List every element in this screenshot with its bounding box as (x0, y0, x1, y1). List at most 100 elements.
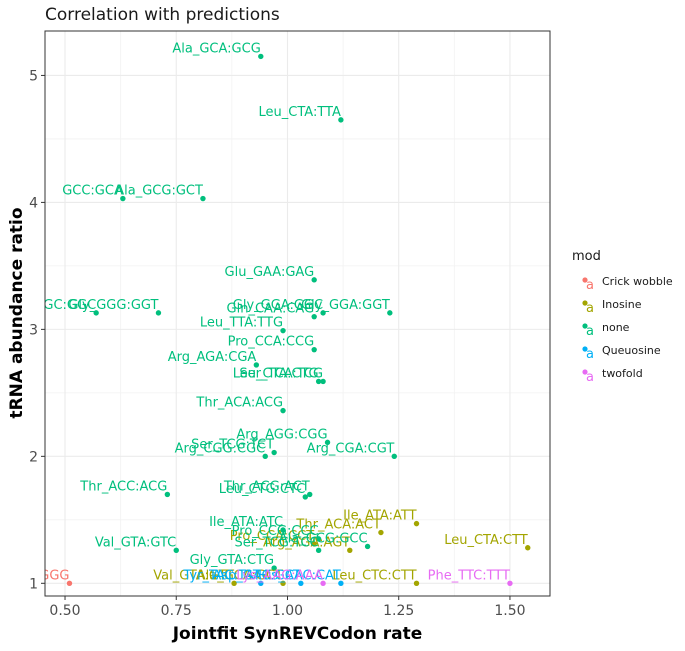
legend-label: Crick wobble (602, 275, 673, 288)
legend-label: Inosine (602, 298, 642, 311)
legend-key-point (582, 346, 588, 352)
scatter-point (338, 580, 344, 587)
scatter-point (507, 580, 513, 587)
scatter-point (391, 453, 397, 460)
point-label: Thr_ACA:ACG (195, 396, 283, 411)
point-label: Thr_ACG:ACT (223, 479, 310, 494)
scatter-point (253, 362, 260, 368)
point-label: Gly_GGA:GGT (301, 298, 390, 313)
scatter-point (364, 543, 371, 550)
y-tick-label: 2 (29, 449, 38, 465)
legend-key-point (582, 300, 588, 306)
scatter-point (315, 536, 322, 542)
scatter-point (173, 547, 179, 553)
point-label: Leu_CTA:TTA (259, 105, 341, 120)
x-tick-label: 1.00 (272, 603, 303, 619)
scatter-point (324, 439, 331, 446)
scatter-point (280, 580, 286, 587)
point-label: Ala_GCG:GCC (279, 531, 368, 546)
legend-key-glyph: a (586, 301, 594, 316)
scatter-point (525, 545, 531, 551)
x-tick-label: 0.50 (49, 603, 80, 619)
legend-key-glyph: a (586, 347, 594, 362)
scatter-point (315, 378, 322, 385)
point-label: Arg_AGA:CGA (168, 350, 257, 365)
plot-panel (45, 31, 550, 596)
scatter-point (302, 494, 308, 500)
scatter-point (66, 580, 73, 587)
point-label: Ser_TCG:TCC (234, 535, 318, 550)
x-tick-label: 1.50 (494, 603, 525, 619)
scatter-point (271, 565, 277, 571)
point-label: Arg_CGA:CGT (307, 441, 395, 456)
legend-key-glyph: a (586, 324, 594, 339)
point-label: Ala_GCG:GCT (115, 184, 203, 199)
point-label: Thr_ACC:ACG (79, 479, 167, 494)
scatter-point (311, 313, 317, 320)
scatter-point (311, 277, 317, 283)
scatter-point (311, 346, 317, 353)
scatter-point (164, 491, 171, 498)
y-tick-label: 5 (29, 68, 38, 84)
point-label: Glu_GAA:GAG (225, 265, 315, 280)
x-axis-title: Jointfit SynREVCodon rate (172, 624, 423, 644)
legend-key-glyph: a (586, 370, 594, 385)
y-axis: 1 2 3 4 5 (29, 68, 45, 592)
scatter-point (200, 195, 206, 202)
scatter-point (320, 378, 326, 385)
scatter-point (320, 580, 326, 587)
scatter-point (298, 580, 304, 587)
scatter-point (93, 310, 99, 316)
point-label: GCC:GCA (62, 184, 123, 199)
point-label: Asp_GAC:GAT (212, 568, 301, 583)
scatter-point (320, 310, 326, 316)
scatter-point (258, 53, 264, 60)
legend-label: Queuosine (602, 344, 661, 357)
point-label: Lys_AAG:AAA (236, 568, 323, 583)
legend-key-point (582, 323, 588, 329)
scatter-point (338, 117, 344, 123)
point-label: Val_GTA:GTT (153, 568, 234, 583)
point-label: Arg_AGA:AGT (263, 535, 350, 550)
scatter-point (413, 520, 420, 527)
point-label: Leu_TTA:TTG (200, 316, 283, 331)
y-tick-label: 4 (29, 195, 38, 211)
scatter-point (347, 547, 353, 553)
chart-title: Correlation with predictions (45, 5, 280, 25)
y-tick-label: 1 (29, 576, 38, 592)
scatter-point (378, 529, 384, 536)
point-label: Ala_GCA:GCG (172, 41, 260, 56)
point-label: Thr_ACA:ACT (295, 518, 381, 533)
panel-border (44, 30, 551, 597)
point-label: Pro_CCA:CCG (228, 335, 315, 350)
point-label: Leu_CTC:CTT (332, 568, 416, 583)
point-label: Leu_CTA:CTT (444, 533, 528, 548)
x-axis: 0.50 0.75 1.00 1.25 1.50 (49, 596, 526, 619)
point-label: Phe_TTC:TTT (428, 568, 510, 583)
y-tick-label: 3 (29, 322, 38, 338)
point-label: His_CAC:CAT (258, 568, 341, 583)
legend-label: twofold (602, 367, 643, 380)
point-label: Gly_GGG:GGT (68, 298, 158, 313)
scatter-point (307, 491, 313, 498)
point-label: Val_GTA:GTC (95, 535, 176, 550)
legend-key-point (582, 369, 588, 375)
legend-label: none (602, 321, 630, 334)
scatter-point (311, 541, 317, 547)
scatter-point (271, 449, 277, 456)
point-label: Ala_GCA:GCT (197, 568, 283, 583)
point-label: Ser_TCA:TCG (239, 366, 323, 381)
scatter-point (413, 580, 420, 587)
major-gridlines (45, 31, 550, 596)
point-label: Leu_CTA:CTG (233, 366, 319, 381)
scatter-point (280, 327, 286, 334)
scatter-point (280, 407, 286, 414)
y-axis-title: tRNA abundance ratio (7, 207, 27, 418)
x-tick-label: 1.25 (383, 603, 414, 619)
point-label: Ile_ATA:ATT (343, 509, 416, 524)
point-label: Leu_CTG:CTC (219, 482, 306, 497)
point-label: Tyr_TAC:TAT (183, 568, 261, 583)
scatter-point (387, 310, 393, 316)
